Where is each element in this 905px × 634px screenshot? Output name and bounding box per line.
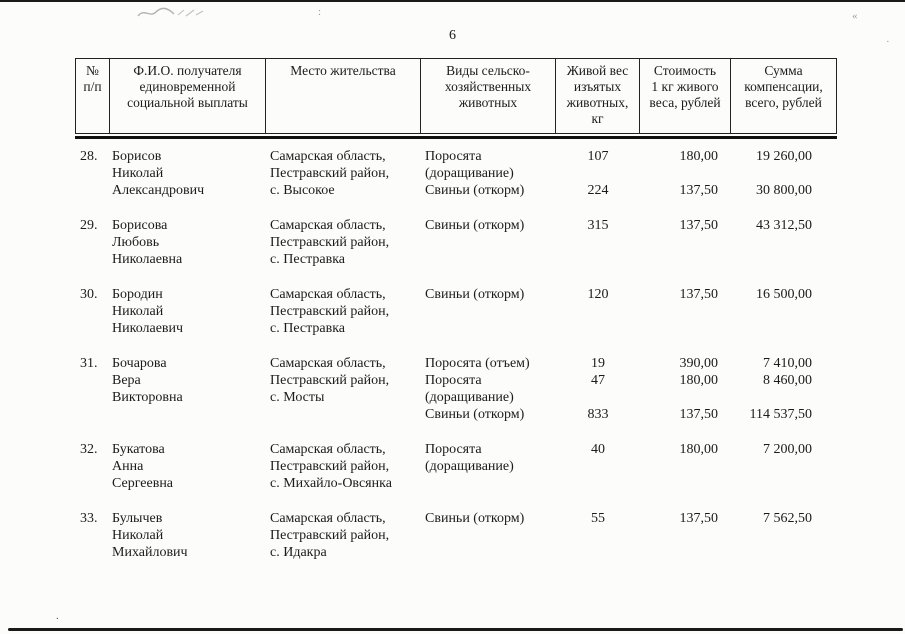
row-number: 31. <box>80 356 98 371</box>
table-row: 31. Бочарова Вера Викторовна Самарская о… <box>76 355 837 423</box>
table-body: 28. Борисов Николай Александрович Самарс… <box>75 148 837 561</box>
compensation-sum: 16 500,00 <box>756 287 812 302</box>
scan-artifact-mark: : <box>318 6 322 18</box>
animal-type: Поросята (отъем) <box>425 356 530 371</box>
live-weight: 224 <box>587 183 609 198</box>
row-number: 30. <box>80 287 98 302</box>
table-header: № п/п Ф.И.О. получателя единовременной с… <box>75 58 837 134</box>
recipient-name: Букатова Анна Сергеевна <box>112 442 174 491</box>
header-divider <box>75 136 837 139</box>
recipient-name: Борисов Николай Александрович <box>112 149 205 198</box>
live-weight: 47 <box>591 373 605 388</box>
header-residence: Место жительства <box>266 59 421 133</box>
animal-type: Свиньи (откорм) <box>425 218 525 233</box>
row-number: 29. <box>80 218 98 233</box>
table-row: 33. Булычев Николай Михайлович Самарская… <box>76 510 837 561</box>
animal-type: Поросята (доращивание) <box>425 442 514 474</box>
header-price-per-kg: Стоимость 1 кг живого веса, рублей <box>640 59 731 133</box>
row-number: 33. <box>80 511 98 526</box>
compensation-sum: 7 410,00 <box>763 356 812 371</box>
price-per-kg: 180,00 <box>679 373 719 388</box>
compensation-table: № п/п Ф.И.О. получателя единовременной с… <box>75 58 837 579</box>
page-number: 6 <box>449 28 456 43</box>
header-row-number: № п/п <box>76 59 110 133</box>
residence: Самарская область, Пестравский район, с.… <box>270 287 390 336</box>
compensation-sum: 19 260,00 <box>756 149 812 164</box>
residence: Самарская область, Пестравский район, с.… <box>270 511 390 560</box>
scan-artifact-mark: . <box>56 610 59 622</box>
scan-edge-bottom <box>8 628 903 631</box>
price-per-kg: 390,00 <box>679 356 719 371</box>
compensation-sum: 8 460,00 <box>763 373 812 388</box>
live-weight: 55 <box>591 511 605 526</box>
table-row: 32. Букатова Анна Сергеевна Самарская об… <box>76 441 837 492</box>
live-weight: 107 <box>587 149 609 164</box>
compensation-sum: 7 562,50 <box>763 511 812 526</box>
header-live-weight: Живой вес изъятых животных, кг <box>556 59 640 133</box>
row-number: 28. <box>80 149 98 164</box>
compensation-sum: 7 200,00 <box>763 442 812 457</box>
compensation-sum: 114 537,50 <box>749 407 812 422</box>
price-per-kg: 137,50 <box>679 287 719 302</box>
residence: Самарская область, Пестравский район, с.… <box>270 149 390 198</box>
table-row: 30. Бородин Николай Николаевич Самарская… <box>76 286 837 337</box>
animal-type: Поросята (доращивание) <box>425 149 514 181</box>
price-per-kg: 180,00 <box>679 149 719 164</box>
header-compensation-sum: Сумма компенсации, всего, рублей <box>744 63 823 110</box>
header-animal-types: Виды сельско- хозяйственных животных <box>421 59 556 133</box>
scan-artifact-mark: · <box>886 36 890 48</box>
price-per-kg: 137,50 <box>679 511 719 526</box>
residence: Самарская область, Пестравский район, с.… <box>270 356 390 405</box>
recipient-name: Борисова Любовь Николаевна <box>112 218 183 267</box>
smudge-squiggle <box>137 7 204 17</box>
compensation-sum: 43 312,50 <box>756 218 812 233</box>
residence: Самарская область, Пестравский район, с.… <box>270 218 390 267</box>
residence: Самарская область, Пестравский район, с.… <box>270 442 392 491</box>
price-per-kg: 180,00 <box>679 442 719 457</box>
live-weight: 120 <box>587 287 609 302</box>
live-weight: 40 <box>591 442 605 457</box>
compensation-sum: 30 800,00 <box>756 183 812 198</box>
animal-type: Свиньи (откорм) <box>425 407 525 422</box>
live-weight: 833 <box>587 407 609 422</box>
animal-type: Свиньи (откорм) <box>425 287 525 302</box>
row-number: 32. <box>80 442 98 457</box>
price-per-kg: 137,50 <box>679 218 719 233</box>
scan-artifact-smudge <box>136 3 208 24</box>
animal-type: Свиньи (откорм) <box>425 183 525 198</box>
header-recipient-name: Ф.И.О. получателя единовременной социаль… <box>110 59 266 133</box>
table-row: 28. Борисов Николай Александрович Самарс… <box>76 148 837 199</box>
recipient-name: Бородин Николай Николаевич <box>112 287 184 336</box>
live-weight: 19 <box>591 356 605 371</box>
live-weight: 315 <box>587 218 609 233</box>
animal-type: Свиньи (откорм) <box>425 511 525 526</box>
price-per-kg: 137,50 <box>679 183 719 198</box>
table-row: 29. Борисова Любовь Николаевна Самарская… <box>76 217 837 268</box>
animal-type: Поросята (доращивание) <box>425 373 514 405</box>
price-per-kg: 137,50 <box>679 407 719 422</box>
scan-edge-top <box>0 0 905 2</box>
recipient-name: Булычев Николай Михайлович <box>112 511 188 560</box>
recipient-name: Бочарова Вера Викторовна <box>112 356 183 405</box>
scan-artifact-mark: « <box>852 10 858 22</box>
